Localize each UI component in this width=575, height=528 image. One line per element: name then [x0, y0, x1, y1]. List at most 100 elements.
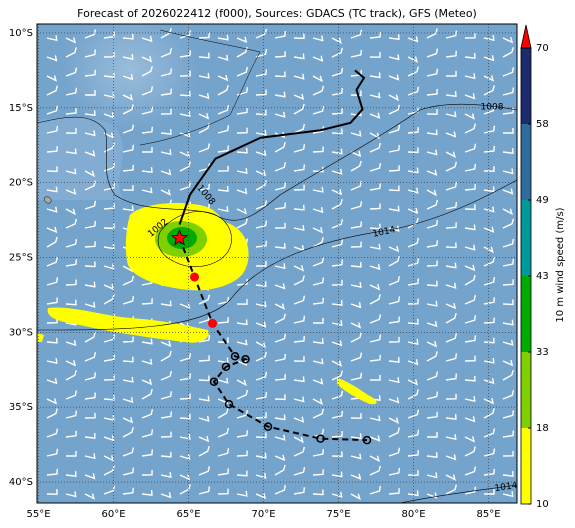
wind-barb — [426, 452, 438, 459]
wind-barb — [236, 490, 248, 497]
wind-barb — [236, 470, 248, 477]
wind-barb — [46, 256, 59, 267]
wind-barb — [160, 340, 172, 348]
wind-barb — [84, 281, 96, 288]
wind-barb — [274, 71, 286, 78]
isobar-label: 1014 — [372, 225, 397, 240]
wind-barb — [65, 107, 77, 115]
wind-barb — [141, 490, 153, 496]
colorbar-segment — [521, 200, 531, 276]
wind-barb — [388, 316, 401, 324]
wind-barb — [350, 473, 362, 480]
wind-barb — [141, 378, 153, 386]
wind-barb — [426, 280, 438, 287]
wind-barb — [141, 358, 153, 365]
colorbar-tick-label: 70 — [536, 43, 549, 54]
wind-barb — [122, 104, 134, 115]
wind-barb — [84, 453, 96, 460]
wind-barb — [103, 72, 115, 78]
x-tick-label: 55°E — [26, 509, 50, 520]
wind-barb — [350, 261, 362, 268]
wind-barb — [407, 66, 419, 77]
wind-barb — [293, 73, 305, 80]
wind-barb — [369, 243, 381, 250]
wind-barb — [179, 433, 191, 440]
wind-barb — [407, 379, 419, 386]
wind-barb — [407, 36, 419, 43]
wind-barb — [236, 278, 248, 286]
wind-barb — [331, 370, 343, 381]
wind-barb — [483, 145, 495, 153]
wind-barb — [255, 341, 266, 349]
wind-barb — [141, 429, 154, 438]
wind-barb — [65, 128, 77, 134]
coastline — [139, 29, 261, 146]
wind-barb — [65, 370, 77, 381]
wind-barb — [160, 189, 172, 196]
wind-barb — [179, 30, 192, 39]
wind-barb — [312, 297, 324, 305]
wind-barb — [369, 72, 381, 79]
wind-barb — [236, 430, 249, 438]
wind-barb — [426, 28, 438, 39]
forecast-track — [178, 237, 368, 442]
wind-barb — [483, 276, 496, 286]
wind-barb — [483, 357, 495, 364]
wind-barb — [122, 487, 134, 495]
wind-barb — [483, 408, 495, 419]
wind-barb — [350, 433, 362, 440]
wind-barb — [217, 468, 230, 476]
wind-barb — [84, 29, 97, 39]
wind-barb — [255, 200, 268, 210]
wind-barb — [445, 30, 458, 39]
wind-barb — [46, 448, 59, 457]
wind-barb — [236, 319, 248, 326]
wind-barb — [141, 167, 153, 174]
wind-barb — [312, 398, 323, 406]
colorbar-label: 10 m wind speed (m/s) — [555, 207, 566, 322]
wind-barb — [198, 143, 211, 153]
wind-barb — [350, 413, 362, 419]
wind-barb — [369, 294, 381, 305]
wind-barb — [84, 352, 97, 362]
wind-barb — [160, 411, 173, 419]
wind-barb — [483, 125, 496, 134]
wind-barb — [502, 87, 515, 96]
wind-barb — [122, 356, 134, 363]
wind-barb — [122, 164, 134, 172]
wind-barb — [293, 144, 306, 153]
wind-barb — [122, 144, 135, 153]
x-tick-label: 80°E — [401, 509, 425, 520]
wind-barb — [141, 409, 154, 419]
wind-barb — [464, 466, 477, 476]
wind-barb — [502, 238, 515, 248]
wind-barb — [255, 452, 267, 459]
wind-barb — [65, 148, 77, 155]
wind-barb — [369, 314, 382, 324]
wind-barb — [160, 129, 172, 135]
wind-barb — [84, 170, 95, 178]
wind-barb — [274, 394, 286, 401]
wind-barb — [312, 85, 325, 96]
wind-barb — [331, 390, 344, 400]
wind-barb — [502, 259, 515, 267]
wind-barb — [502, 359, 514, 367]
wind-barb — [427, 432, 438, 438]
wind-barb — [445, 242, 457, 249]
wind-barb — [103, 455, 115, 462]
wind-barb — [179, 453, 191, 461]
wind-barb — [179, 161, 191, 172]
wind-barb — [122, 275, 135, 286]
wind-barb — [350, 201, 363, 210]
colorbar-tick-label: 58 — [536, 119, 549, 130]
wind-barb — [103, 354, 116, 362]
wind-barb — [388, 145, 401, 153]
wind-barb — [350, 241, 362, 248]
wind-barb — [312, 277, 325, 286]
wind-barb — [236, 107, 249, 115]
wind-barb — [217, 407, 229, 419]
wind-barb — [217, 125, 230, 134]
wind-barb — [84, 130, 96, 137]
wind-barb — [426, 472, 438, 479]
wind-barb — [198, 486, 211, 495]
